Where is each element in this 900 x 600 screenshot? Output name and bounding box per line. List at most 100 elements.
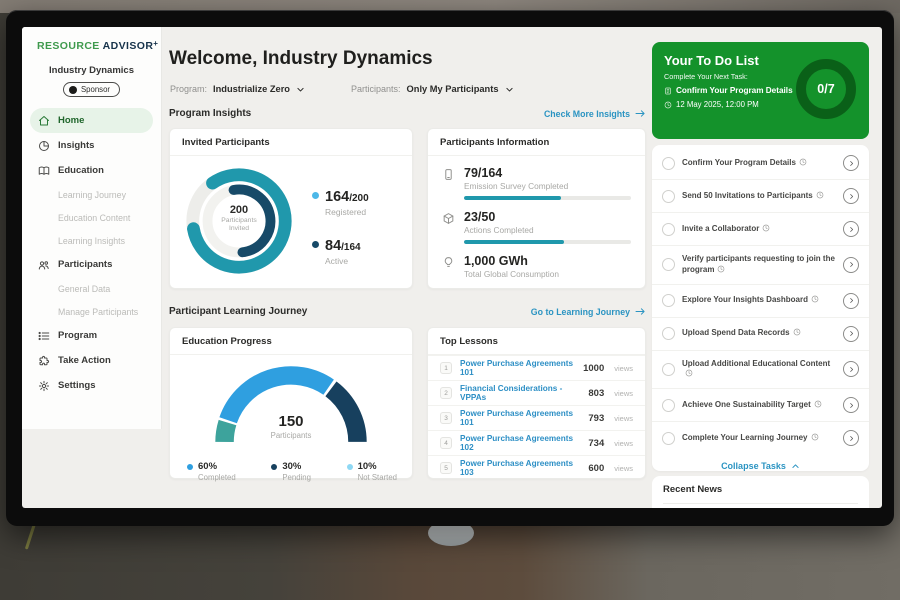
main-content: Welcome, Industry Dynamics Program: Indu…: [169, 27, 646, 508]
task-checkbox[interactable]: [662, 190, 675, 203]
recent-news-title: Recent News: [663, 484, 858, 495]
dashboard-screen: RESOURCE ADVISOR+ Industry Dynamics Spon…: [22, 27, 882, 508]
task-chevron-button[interactable]: [843, 293, 859, 309]
sidebar-item-take-action[interactable]: Take Action: [22, 348, 161, 373]
participants-filter[interactable]: Participants: Only My Participants: [351, 84, 514, 94]
legend-dot: [187, 464, 193, 470]
task-checkbox[interactable]: [662, 294, 675, 307]
monitor-bezel: RESOURCE ADVISOR+ Industry Dynamics Spon…: [6, 10, 894, 526]
sponsor-badge-label: Sponsor: [81, 85, 110, 94]
task-checkbox[interactable]: [662, 363, 675, 376]
clock-icon: [816, 191, 824, 199]
sidebar-item-manage-participants[interactable]: Manage Participants: [22, 300, 161, 323]
clock-icon: [811, 295, 819, 303]
education-progress-card: Education Progress 150 Participants: [169, 327, 413, 479]
task-chevron-button[interactable]: [843, 326, 859, 342]
task-row-complete-learning-journey[interactable]: Complete Your Learning Journey: [652, 421, 869, 454]
task-row-invite-collaborator[interactable]: Invite a Collaborator: [652, 212, 869, 245]
divider: [663, 503, 858, 504]
task-row-upload-spend-data[interactable]: Upload Spend Data Records: [652, 317, 869, 350]
sidebar-item-general-data[interactable]: General Data: [22, 277, 161, 300]
clock-icon: [793, 328, 801, 336]
stat-consumption: 1,000 GWh Total Global Consumption: [428, 254, 645, 279]
task-row-upload-educational-content[interactable]: Upload Additional Educational Content: [652, 350, 869, 389]
program-filter[interactable]: Program: Industrialize Zero: [170, 84, 305, 94]
task-chevron-button[interactable]: [843, 397, 859, 413]
sidebar-item-program[interactable]: Program: [22, 323, 161, 348]
task-row-verify-participants[interactable]: Verify participants requesting to join t…: [652, 245, 869, 284]
home-icon: [38, 115, 50, 127]
insights-icon: [38, 140, 50, 152]
task-chevron-button[interactable]: [843, 361, 859, 377]
task-row-send-invitations[interactable]: Send 50 Invitations to Participants: [652, 179, 869, 212]
gauge-center-value: 150: [198, 413, 384, 430]
donut-center-label: Participants Invited: [211, 217, 267, 234]
task-chevron-button[interactable]: [843, 257, 859, 273]
sidebar-item-home[interactable]: Home: [30, 108, 153, 133]
clock-icon: [814, 400, 822, 408]
progress-bar: [464, 196, 631, 200]
task-checkbox[interactable]: [662, 223, 675, 236]
task-chevron-button[interactable]: [843, 188, 859, 204]
lesson-link[interactable]: Power Purchase Agreements 103: [460, 459, 580, 477]
sidebar-item-learning-insights[interactable]: Learning Insights: [22, 229, 161, 252]
chevron-right-icon: [848, 297, 855, 304]
participants-information-card: Participants Information 79/164 Emission…: [427, 128, 646, 289]
card-title: Top Lessons: [428, 328, 645, 355]
card-title: Invited Participants: [170, 129, 412, 156]
todo-task-list: Confirm Your Program Details Send 50 Inv…: [652, 145, 869, 471]
chevron-up-icon: [791, 462, 800, 470]
clock-icon: [799, 158, 807, 166]
task-chevron-button[interactable]: [843, 430, 859, 446]
lesson-link[interactable]: Financial Considerations - VPPAs: [460, 384, 580, 402]
education-icon: [38, 165, 50, 177]
participants-icon: [38, 259, 50, 271]
lesson-row: 3 Power Purchase Agreements 101 793views: [428, 405, 645, 430]
task-chevron-button[interactable]: [843, 221, 859, 237]
task-checkbox[interactable]: [662, 432, 675, 445]
task-checkbox[interactable]: [662, 399, 675, 412]
task-checkbox[interactable]: [662, 327, 675, 340]
collapse-tasks-link[interactable]: Collapse Tasks: [652, 461, 869, 471]
donut-legend: 164/200 Registered 84/164 Active: [312, 162, 369, 280]
lesson-row: 1 Power Purchase Agreements 101 1000view…: [428, 355, 645, 380]
sponsor-dot-icon: [69, 86, 77, 94]
task-checkbox[interactable]: [662, 157, 675, 170]
check-more-insights-link[interactable]: Check More Insights: [544, 109, 646, 119]
lesson-row: 4 Power Purchase Agreements 102 734views: [428, 430, 645, 455]
lesson-row: 2 Financial Considerations - VPPAs 803vi…: [428, 380, 645, 405]
chevron-right-icon: [848, 435, 855, 442]
invited-donut-chart: 200 Participants Invited: [180, 162, 298, 280]
filters-row: Program: Industrialize Zero Participants…: [170, 84, 514, 94]
stat-emission-survey: 79/164 Emission Survey Completed: [428, 166, 645, 200]
chevron-down-icon: [505, 85, 514, 94]
chevron-right-icon: [848, 160, 855, 167]
chevron-right-icon: [848, 193, 855, 200]
task-row-achieve-target[interactable]: Achieve One Sustainability Target: [652, 388, 869, 421]
section-title: Participant Learning Journey: [169, 306, 307, 317]
arrow-right-icon: [635, 307, 646, 316]
task-row-confirm-program[interactable]: Confirm Your Program Details: [652, 147, 869, 179]
sidebar-item-participants[interactable]: Participants: [22, 252, 161, 277]
lesson-link[interactable]: Power Purchase Agreements 101: [460, 359, 575, 377]
go-to-learning-journey-link[interactable]: Go to Learning Journey: [531, 307, 646, 317]
sidebar-item-insights[interactable]: Insights: [22, 133, 161, 158]
sponsor-badge: Sponsor: [63, 82, 120, 97]
progress-bar: [464, 240, 631, 244]
lesson-link[interactable]: Power Purchase Agreements 102: [460, 434, 580, 452]
clock-icon: [664, 101, 672, 109]
task-checkbox[interactable]: [662, 258, 675, 271]
sidebar-item-education-content[interactable]: Education Content: [22, 206, 161, 229]
legend-dot: [312, 241, 319, 248]
program-insights-header: Program Insights Check More Insights: [169, 108, 646, 119]
clock-icon: [762, 224, 770, 232]
stat-actions: 23/50 Actions Completed: [428, 210, 645, 244]
sidebar-item-settings[interactable]: Settings: [22, 373, 161, 398]
task-row-explore-insights[interactable]: Explore Your Insights Dashboard: [652, 284, 869, 317]
todo-summary-card: Your To Do List Complete Your Next Task:…: [652, 42, 869, 139]
task-chevron-button[interactable]: [843, 155, 859, 171]
sidebar-item-education[interactable]: Education: [22, 158, 161, 183]
lesson-link[interactable]: Power Purchase Agreements 101: [460, 409, 580, 427]
sidebar-item-learning-journey[interactable]: Learning Journey: [22, 183, 161, 206]
recent-news-card: Recent News: [652, 476, 869, 508]
